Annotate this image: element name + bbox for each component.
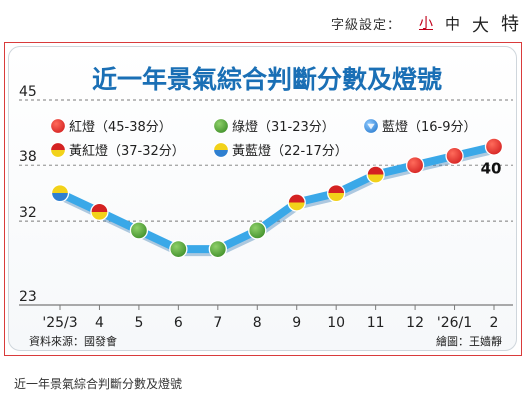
series-line <box>56 142 500 257</box>
legend-light-icon <box>49 117 67 135</box>
x-tick-label: 4 <box>95 315 104 331</box>
font-size-label: 字級設定： <box>330 17 401 33</box>
font-size-large-option[interactable]: 大 <box>472 15 489 36</box>
data-point-green <box>169 239 188 259</box>
y-tick-label: 23 <box>19 289 37 305</box>
data-point-yellow-red <box>327 184 346 203</box>
data-point-green <box>208 239 227 259</box>
data-point-yellow-red <box>366 165 385 184</box>
data-point-yellow-blue <box>50 184 70 203</box>
legend-label: 紅燈（45-38分） <box>69 120 172 135</box>
chart-background <box>8 46 517 351</box>
x-tick-label: 8 <box>253 315 262 331</box>
series-line-path <box>56 142 498 254</box>
source-note: 資料來源：國發會 <box>29 334 117 348</box>
x-tick-label: 7 <box>213 315 222 331</box>
data-point-yellow-red <box>287 193 306 212</box>
chart-frame: 近一年景氣綜合判斷分數及燈號 23 32 38 45 紅燈（45-38分） 綠燈（31-… <box>4 42 522 356</box>
x-tick-label: 2 <box>490 315 499 331</box>
font-size-small-option[interactable]: 小 <box>418 16 433 32</box>
x-tick-label: '25/3 <box>42 315 77 331</box>
legend-label: 藍燈（16-9分） <box>382 120 477 135</box>
x-tick-label: 5 <box>134 315 143 331</box>
last-value-label: 40 <box>481 160 502 178</box>
legend-label: 黃藍燈（22-17分） <box>232 144 348 159</box>
y-tick-label: 45 <box>19 84 37 100</box>
x-tick-label: '26/1 <box>437 315 472 331</box>
legend-light-icon <box>49 141 67 159</box>
font-size-xlarge-option[interactable]: 特 <box>501 14 519 35</box>
legend-label: 黃紅燈（37-32分） <box>69 144 185 159</box>
data-point-red <box>405 156 425 175</box>
chart-title: 近一年景氣綜合判斷分數及燈號 <box>92 65 442 94</box>
font-size-control: 字級設定： 小 中 大 特 <box>269 10 519 36</box>
credit-note: 繪圖：王嫱靜 <box>436 334 502 348</box>
data-point-yellow-red <box>90 202 109 221</box>
font-size-medium-option[interactable]: 中 <box>444 14 460 33</box>
data-points: 40 <box>50 137 504 259</box>
legend-light-icon <box>212 117 230 135</box>
legend-light-icon <box>212 141 230 159</box>
y-tick-label: 32 <box>19 205 37 221</box>
x-tick-label: 11 <box>367 315 385 331</box>
x-axis-labels: '25/3 4 5 6 7 8 9 10 11 12 '26/1 2 <box>42 305 498 331</box>
y-tick-label: 38 <box>19 149 37 165</box>
data-point-green <box>129 221 149 240</box>
legend: 紅燈（45-38分） 綠燈（31-23分） 藍燈（16-9分） 黃紅燈（37-32分）… <box>49 117 477 159</box>
gridlines: 23 32 38 45 <box>19 84 513 306</box>
data-point-red <box>484 137 504 156</box>
x-tick-label: 6 <box>174 315 183 331</box>
x-tick-label: 12 <box>406 315 424 331</box>
blue-light-triangle-icon <box>367 123 375 130</box>
data-point-red <box>445 146 464 166</box>
x-tick-label: 10 <box>327 315 345 331</box>
legend-label: 綠燈（31-23分） <box>232 120 335 135</box>
data-point-green <box>248 221 267 240</box>
x-tick-label: 9 <box>292 315 301 331</box>
figure-caption: 近一年景氣綜合判斷分數及燈號 <box>14 377 183 391</box>
